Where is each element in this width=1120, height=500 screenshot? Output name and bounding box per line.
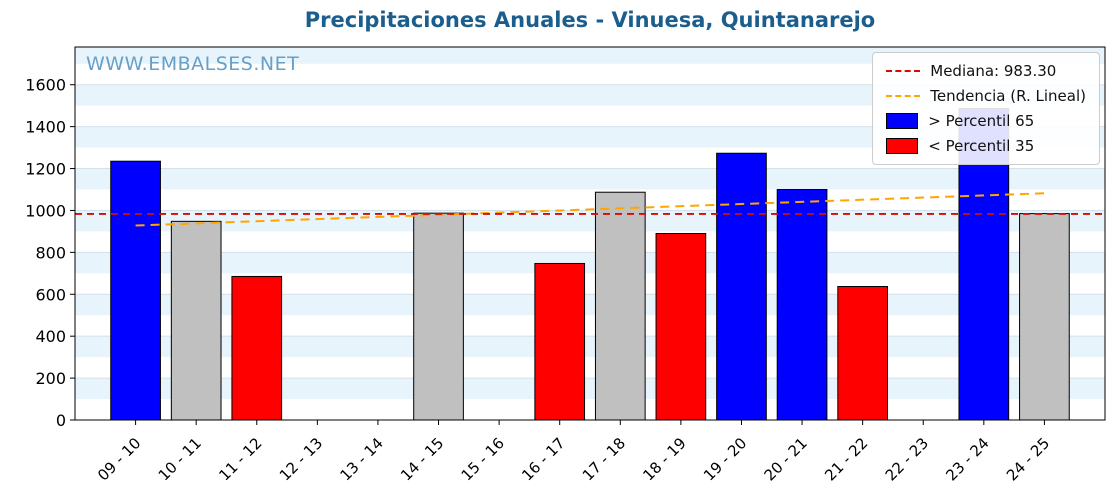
- y-tick-label: 1600: [25, 76, 66, 95]
- bar-20-21: [776, 188, 828, 421]
- y-tick-label: 1400: [25, 118, 66, 137]
- background-band: [75, 210, 1105, 232]
- x-tick-label: 22 - 23: [882, 434, 932, 484]
- x-tick-label: 11 - 12: [215, 434, 265, 484]
- bar-14-15: [413, 212, 464, 421]
- trend-line: [135, 192, 1045, 227]
- y-tick-label: 200: [35, 369, 66, 388]
- background-band: [75, 378, 1105, 400]
- x-tick-label: 09 - 10: [94, 434, 144, 484]
- chart-title: Precipitaciones Anuales - Vinuesa, Quint…: [304, 8, 876, 32]
- x-tick-label: 23 - 24: [942, 434, 992, 484]
- x-tick-label: 21 - 22: [821, 434, 871, 484]
- bar-21-22: [837, 286, 888, 421]
- bar-17-18: [594, 191, 646, 421]
- legend-patch-swatch: [886, 138, 919, 154]
- legend-label: < Percentil 35: [928, 137, 1035, 155]
- watermark: WWW.EMBALSES.NET: [86, 53, 300, 75]
- background-band: [75, 168, 1105, 190]
- background-band: [75, 252, 1105, 274]
- legend-label: Mediana: 983.30: [930, 62, 1057, 80]
- legend-item: Mediana: 983.30: [886, 62, 1086, 80]
- plot-border: [74, 46, 1106, 421]
- background-band: [75, 294, 1105, 316]
- x-tick-label: 12 - 13: [276, 434, 326, 484]
- y-tick-label: 600: [35, 285, 66, 304]
- legend-item: < Percentil 35: [886, 137, 1086, 155]
- y-tick-label: 1000: [25, 201, 66, 220]
- x-tick-label: 16 - 17: [518, 434, 568, 484]
- legend-label: Tendencia (R. Lineal): [930, 87, 1086, 105]
- bar-16-17: [534, 262, 586, 421]
- bar-09-10: [110, 160, 161, 421]
- bar-10-11: [170, 220, 222, 421]
- legend-patch-swatch: [886, 113, 919, 129]
- y-tick-label: 800: [35, 243, 66, 262]
- background-band: [75, 126, 1105, 148]
- background-band: [75, 84, 1105, 106]
- x-tick-label: 18 - 19: [639, 434, 689, 484]
- x-tick-label: 15 - 16: [458, 434, 508, 484]
- legend-item: > Percentil 65: [886, 112, 1086, 130]
- y-tick-label: 400: [35, 327, 66, 346]
- legend-dashed-line-swatch: [886, 70, 921, 72]
- bar-19-20: [716, 152, 767, 421]
- bar-11-12: [231, 275, 283, 421]
- bar-24-25: [1019, 213, 1070, 421]
- x-tick-label: 10 - 11: [155, 434, 205, 484]
- x-tick-label: 19 - 20: [700, 434, 750, 484]
- legend-label: > Percentil 65: [928, 112, 1035, 130]
- x-tick-label: 13 - 14: [336, 434, 386, 484]
- x-tick-label: 24 - 25: [1003, 434, 1053, 484]
- background-band: [75, 47, 1105, 64]
- bar-18-19: [655, 233, 707, 421]
- x-tick-label: 14 - 15: [397, 434, 447, 484]
- background-band: [75, 336, 1105, 358]
- x-tick-label: 17 - 18: [579, 434, 629, 484]
- legend: Mediana: 983.30 Tendencia (R. Lineal) > Pe…: [872, 52, 1100, 165]
- y-tick-label: 1200: [25, 160, 66, 179]
- legend-dashed-line-swatch: [886, 95, 921, 97]
- legend-item: Tendencia (R. Lineal): [886, 87, 1086, 105]
- y-tick-label: 0: [56, 411, 66, 430]
- x-tick-label: 20 - 21: [761, 434, 811, 484]
